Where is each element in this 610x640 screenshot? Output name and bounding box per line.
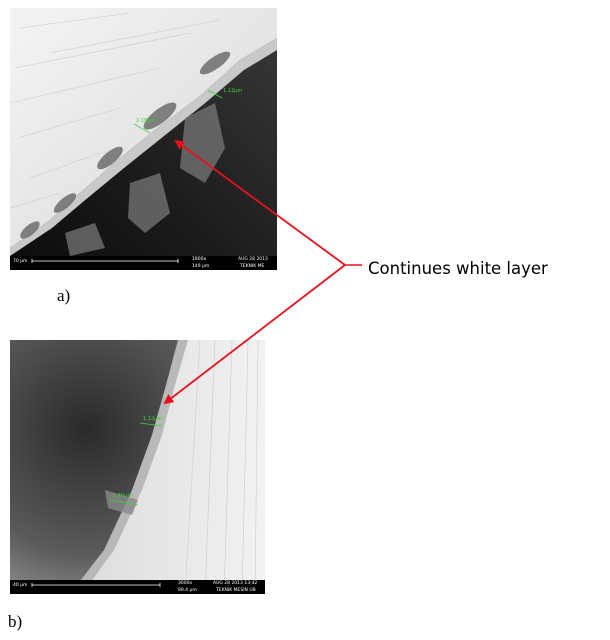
micrograph-b: 1.12µm 1.40µm 40 µm 3000x 89.4 µm AUG 28… [10, 340, 265, 594]
panel-label-a: a) [57, 286, 71, 305]
magnification-a: 1800x [192, 256, 206, 262]
timestamp-b: AUG 28 2013 13:42 [213, 580, 257, 586]
svg-text:1.12µm: 1.12µm [143, 416, 162, 422]
timestamp-a: AUG 28 2013 [238, 256, 268, 262]
field-width-b: 89.4 µm [178, 587, 197, 593]
lab-name-b: TEKNIK MESIN UB [215, 587, 256, 593]
svg-text:1.40µm: 1.40µm [113, 493, 132, 499]
lab-name-a: TEKNIK ME [239, 263, 265, 269]
scale-bar-label-a: 70 µm [13, 258, 27, 264]
svg-text:1.12µm: 1.12µm [223, 88, 242, 94]
annotation-label: Continues white layer [368, 259, 548, 278]
field-width-a: 149 µm [192, 263, 209, 269]
scale-bar-label-b: 40 µm [13, 582, 27, 588]
panel-label-b: b) [8, 612, 23, 631]
svg-text:2.18µm: 2.18µm [136, 118, 155, 124]
magnification-b: 3000x [178, 580, 192, 586]
micrograph-a: 1.12µm 2.18µm 70 µm 1800x 149 µm AUG 28 … [10, 8, 277, 270]
